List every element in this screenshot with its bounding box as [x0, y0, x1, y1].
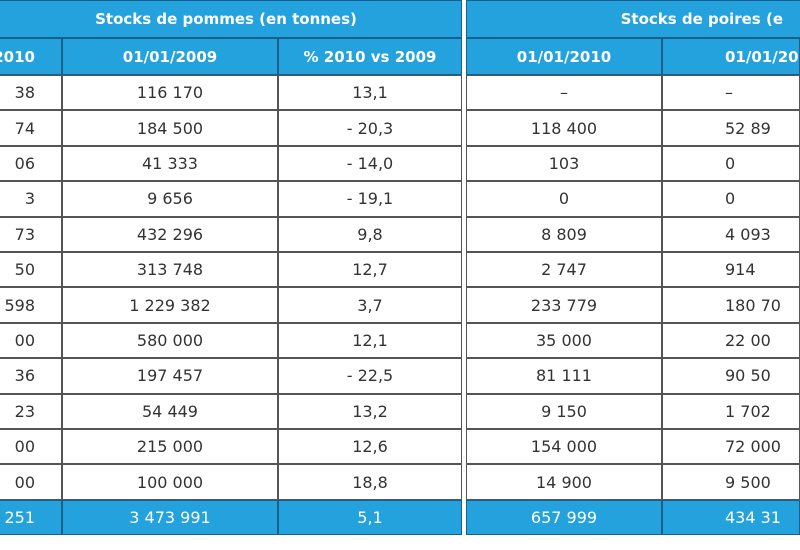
table-cell: 90 50	[662, 358, 800, 394]
table-cell: 233 779	[466, 287, 662, 323]
table-cell: 9 500	[662, 464, 800, 500]
table-cell: 18,8	[278, 464, 462, 500]
table-cell: 0	[662, 181, 800, 217]
table-cell: 3	[0, 181, 62, 217]
total-cell: 251	[0, 499, 62, 535]
table-cell: 13,2	[278, 393, 462, 429]
table-cell: –	[466, 75, 662, 111]
table-cell: 52 89	[662, 110, 800, 146]
table-cell: 215 000	[62, 429, 278, 465]
table-cell: 2 747	[466, 252, 662, 288]
table-cell: 1 702	[662, 393, 800, 429]
table-cell: 313 748	[62, 252, 278, 288]
table-cell: 103	[466, 145, 662, 182]
table-cell: - 14,0	[278, 145, 462, 182]
table-cell: 184 500	[62, 110, 278, 146]
group-title: Stocks de pommes (en tonnes)	[0, 0, 462, 38]
table-cell: 0	[466, 181, 662, 217]
table-cell: 00	[0, 464, 62, 500]
column-header: % 2010 vs 2009	[278, 38, 462, 75]
table-cell: 598	[0, 287, 62, 323]
table-cell: 9 656	[62, 181, 278, 217]
table-cell: 432 296	[62, 216, 278, 252]
table-cell: 914	[662, 252, 800, 288]
table-cell: 38	[0, 75, 62, 111]
table-cell: 50	[0, 252, 62, 288]
table-cell: 73	[0, 216, 62, 252]
table-cell: 81 111	[466, 358, 662, 394]
table-cell: 23	[0, 393, 62, 429]
table-cell: 14 900	[466, 464, 662, 500]
table-cell: 118 400	[466, 110, 662, 146]
table-cell: 0	[662, 145, 800, 182]
table-cell: - 22,5	[278, 358, 462, 394]
table-cell: 580 000	[62, 322, 278, 359]
column-header: 2010	[0, 38, 62, 75]
table-cell: 35 000	[466, 322, 662, 359]
total-cell: 5,1	[278, 499, 462, 535]
table-cell: 9 150	[466, 393, 662, 429]
table-cell: - 19,1	[278, 181, 462, 217]
table-cell: 197 457	[62, 358, 278, 394]
group-title: Stocks de poires (e	[466, 0, 800, 38]
table-cell: 13,1	[278, 75, 462, 111]
total-cell: 3 473 991	[62, 499, 278, 535]
table-cell: - 20,3	[278, 110, 462, 146]
total-cell: 434 31	[662, 499, 800, 535]
table-cell: 06	[0, 145, 62, 182]
table-cell: 8 809	[466, 216, 662, 252]
table-cell: 00	[0, 322, 62, 359]
table-cell: 116 170	[62, 75, 278, 111]
table-cell: 12,1	[278, 322, 462, 359]
table-cell: 9,8	[278, 216, 462, 252]
table-cell: 72 000	[662, 429, 800, 465]
table-cell: 41 333	[62, 145, 278, 182]
table-cell: 54 449	[62, 393, 278, 429]
column-header: 01/01/201	[662, 38, 800, 75]
total-cell: 657 999	[466, 499, 662, 535]
table-cell: –	[662, 75, 800, 111]
table-cell: 1 229 382	[62, 287, 278, 323]
table-cell: 22 00	[662, 322, 800, 359]
table-cell: 12,7	[278, 252, 462, 288]
table-cell: 154 000	[466, 429, 662, 465]
column-header: 01/01/2009	[62, 38, 278, 75]
table-cell: 3,7	[278, 287, 462, 323]
table-cell: 12,6	[278, 429, 462, 465]
table-cell: 180 70	[662, 287, 800, 323]
column-header: 01/01/2010	[466, 38, 662, 75]
table-cell: 100 000	[62, 464, 278, 500]
table-cell: 00	[0, 429, 62, 465]
table-cell: 4 093	[662, 216, 800, 252]
table-cell: 74	[0, 110, 62, 146]
table-cell: 36	[0, 358, 62, 394]
